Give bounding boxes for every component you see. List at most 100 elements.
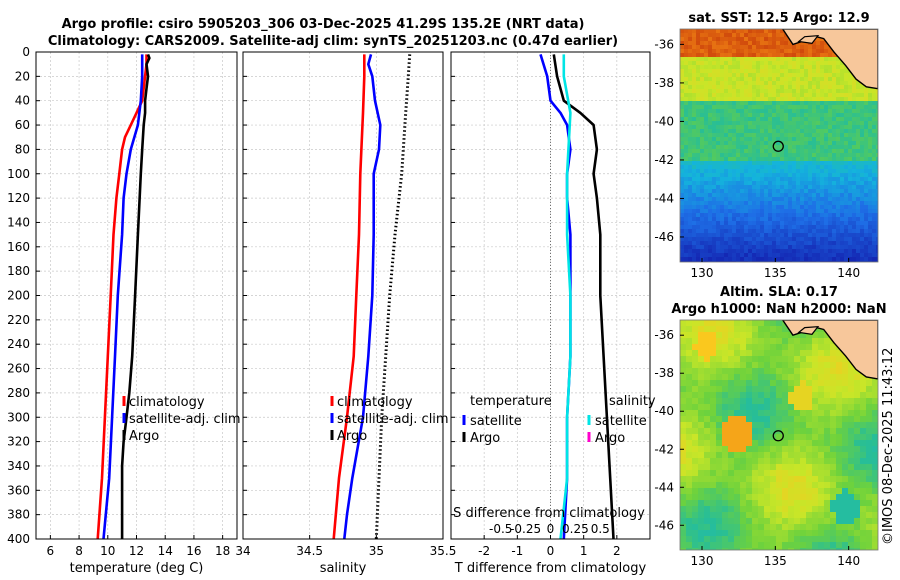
map-cell <box>856 197 860 201</box>
map-cell <box>720 113 724 117</box>
map-cell <box>818 446 824 452</box>
map-cell <box>700 121 704 125</box>
x-tick-label: 2 <box>613 544 621 558</box>
map-cell <box>872 229 876 233</box>
map-cell <box>698 338 704 344</box>
map-cell <box>700 237 704 241</box>
map-cell <box>768 209 772 213</box>
map-cell <box>872 245 876 249</box>
map-cell <box>696 61 700 65</box>
map-cell <box>722 344 728 350</box>
map-cell <box>740 422 746 428</box>
map-cell <box>698 362 704 368</box>
map-frame <box>679 319 879 551</box>
map-cell <box>688 41 692 45</box>
map-cell <box>872 105 876 109</box>
map-cell <box>756 97 760 101</box>
map-cell <box>832 97 836 101</box>
map-cell <box>824 69 828 73</box>
map-cell <box>864 193 868 197</box>
map-cell <box>684 257 688 261</box>
map-cell <box>860 109 864 113</box>
map-cell <box>800 181 804 185</box>
map-cell <box>728 81 732 85</box>
map-cell <box>704 137 708 141</box>
map-cell <box>800 125 804 129</box>
map-cell <box>856 249 860 253</box>
map-cell <box>704 101 708 105</box>
map-cell <box>760 141 764 145</box>
map-cell <box>734 530 740 536</box>
map-cell <box>824 41 828 45</box>
map-cell <box>740 209 744 213</box>
map-cell <box>764 177 768 181</box>
map-cell <box>800 416 806 422</box>
map-cell <box>842 464 848 470</box>
map-cell <box>724 41 728 45</box>
map-cell <box>712 173 716 177</box>
map-cell <box>700 177 704 181</box>
map-cell <box>840 125 844 129</box>
map-cell <box>758 422 764 428</box>
map-cell <box>680 105 684 109</box>
map-cell <box>842 362 848 368</box>
map-cell <box>804 217 808 221</box>
map-cell <box>764 452 770 458</box>
x2-tick-label: -0.5 <box>489 522 512 536</box>
map-cell <box>736 137 740 141</box>
map-cell <box>772 33 776 37</box>
map-cell <box>836 374 842 380</box>
map-cell <box>792 65 796 69</box>
map-cell <box>736 197 740 201</box>
map-cell <box>784 165 788 169</box>
map-cell <box>748 225 752 229</box>
map-cell <box>692 101 696 105</box>
map-cell <box>860 261 864 262</box>
map-cell <box>782 500 788 506</box>
map-cell <box>816 217 820 221</box>
map-cell <box>844 93 848 97</box>
map-cell <box>818 410 824 416</box>
map-cell <box>776 229 780 233</box>
map-cell <box>800 141 804 145</box>
map-cell <box>716 217 720 221</box>
map-cell <box>788 458 794 464</box>
map-cell <box>792 105 796 109</box>
map-cell <box>700 249 704 253</box>
map-cell <box>848 249 852 253</box>
map-cell <box>716 237 720 241</box>
map-cell <box>744 205 748 209</box>
map-cell <box>860 428 866 434</box>
map-cell <box>768 61 772 65</box>
map-cell <box>800 446 806 452</box>
map-cell <box>848 145 852 149</box>
map-cell <box>848 518 854 524</box>
map-cell <box>680 137 684 141</box>
map-cell <box>768 233 772 237</box>
map-cell <box>724 81 728 85</box>
map-cell <box>748 33 752 37</box>
map-cell <box>836 249 840 253</box>
map-cell <box>800 362 806 368</box>
map-cell <box>796 89 800 93</box>
map-cell <box>704 177 708 181</box>
map-cell <box>680 209 684 213</box>
map-cell <box>686 326 692 332</box>
map-cell <box>792 177 796 181</box>
argo-position-marker <box>772 140 784 152</box>
x-tick-label: 135 <box>764 266 787 280</box>
map-cell <box>728 494 734 500</box>
map-cell <box>816 233 820 237</box>
map-cell <box>772 129 776 133</box>
map-cell <box>844 117 848 121</box>
map-cell <box>712 189 716 193</box>
map-cell <box>840 261 844 262</box>
map-cell <box>794 404 800 410</box>
map-cell <box>728 41 732 45</box>
map-cell <box>812 117 816 121</box>
map-cell <box>776 217 780 221</box>
map-cell <box>864 141 868 145</box>
map-cell <box>840 253 844 257</box>
x-tick-label: 130 <box>691 266 714 280</box>
map-cell <box>796 205 800 209</box>
